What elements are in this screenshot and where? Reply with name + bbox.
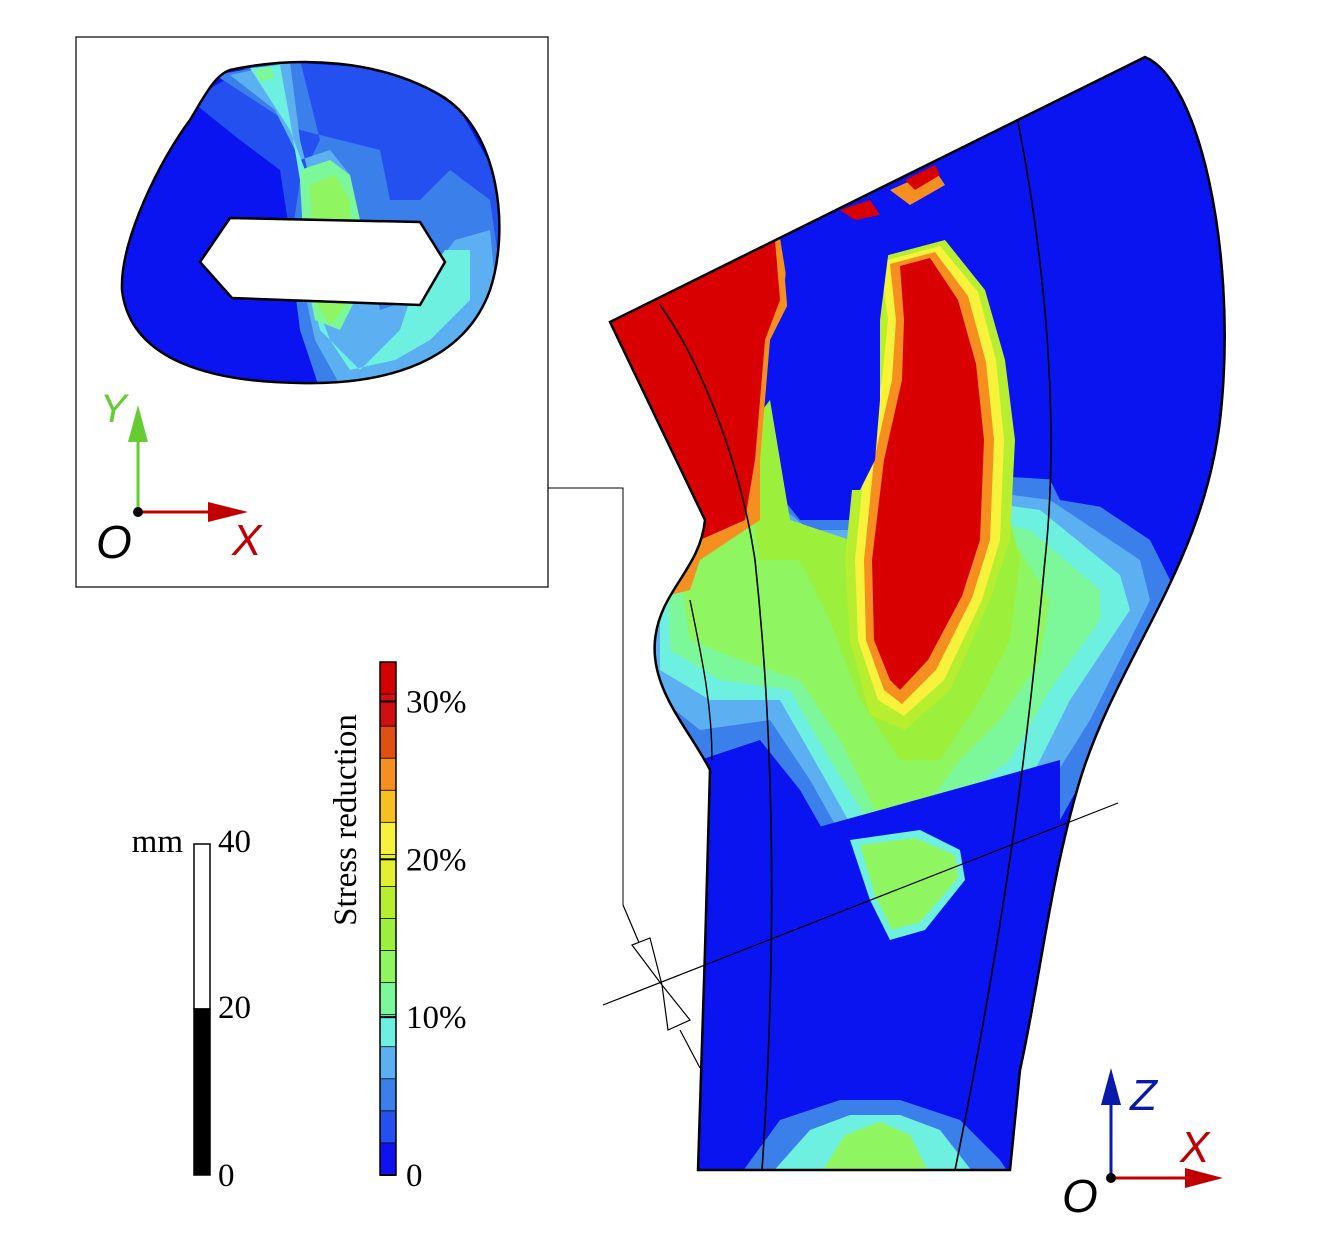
- scale-tick-0: 0: [218, 1158, 235, 1194]
- inset-origin-dot: [133, 507, 143, 517]
- stress-reduction-colorbar: 0 10% 20% 30% Stress reduction: [328, 661, 467, 1194]
- colorbar-band: [380, 918, 396, 952]
- colorbar-band: [380, 886, 396, 919]
- main-origin-label: O: [1062, 1170, 1098, 1222]
- scale-bar-upper: [193, 843, 211, 1010]
- colorbar-band: [380, 982, 396, 1016]
- colorbar-tick-label: 20%: [406, 842, 467, 878]
- main-contour-plot: Z X O: [602, 55, 1226, 1222]
- colorbar-band: [380, 662, 396, 695]
- colorbar-tick-label: 10%: [406, 1000, 467, 1036]
- colorbar-band: [380, 758, 396, 791]
- colorbar-band: [380, 1078, 396, 1112]
- main-axes: Z X O: [1062, 1068, 1223, 1222]
- inset-y-arrowhead: [128, 405, 148, 442]
- main-x-label: X: [1179, 1123, 1211, 1172]
- inset-origin-label: O: [96, 516, 132, 568]
- section-line-1: [659, 304, 773, 1171]
- length-scale-bar: mm 40 20 0: [132, 824, 251, 1194]
- colorbar-ticks: 0 10% 20% 30%: [380, 684, 467, 1194]
- colorbar-title: Stress reduction: [328, 714, 364, 926]
- colorbar-band: [380, 1142, 396, 1176]
- colorbar-band: [380, 1046, 396, 1080]
- main-z-arrowhead: [1101, 1068, 1121, 1105]
- section-line-2: [954, 121, 1052, 1171]
- inset-leader-line: [548, 487, 624, 905]
- colorbar-band: [380, 1110, 396, 1144]
- colorbar-tick-label: 30%: [406, 684, 467, 720]
- inner-cavity: [198, 216, 447, 307]
- inset-axes: Y X O: [96, 387, 263, 568]
- main-z-label: Z: [1129, 1071, 1159, 1120]
- scale-tick-20: 20: [218, 990, 251, 1026]
- main-origin-dot: [1106, 1173, 1116, 1183]
- scale-bar-lower: [193, 1008, 211, 1176]
- colorbar-band: [380, 726, 396, 759]
- colorbar-band: [380, 950, 396, 984]
- inset-x-arrowhead: [208, 502, 248, 522]
- main-x-arrowhead: [1185, 1168, 1223, 1188]
- cross-section-outline: [120, 60, 501, 385]
- colorbar-bands: [380, 662, 396, 1176]
- section-line-left-edge: [689, 599, 713, 761]
- cross-section-inset: Y X O: [75, 36, 549, 588]
- scale-unit-label: mm: [132, 824, 184, 860]
- section-view-marker: [622, 904, 701, 1069]
- colorbar-tick-label: 0: [406, 1158, 423, 1194]
- colorbar-band: [380, 790, 396, 823]
- section-cut-line: [602, 802, 1119, 1006]
- scale-tick-40: 40: [218, 824, 251, 860]
- colorbar-band: [380, 854, 396, 887]
- colorbar-band: [380, 822, 396, 855]
- specimen-outline: [608, 55, 1226, 1172]
- inset-y-label: Y: [100, 387, 130, 431]
- colorbar-band: [380, 1014, 396, 1048]
- colorbar-band: [380, 694, 396, 727]
- inset-x-label: X: [231, 516, 263, 565]
